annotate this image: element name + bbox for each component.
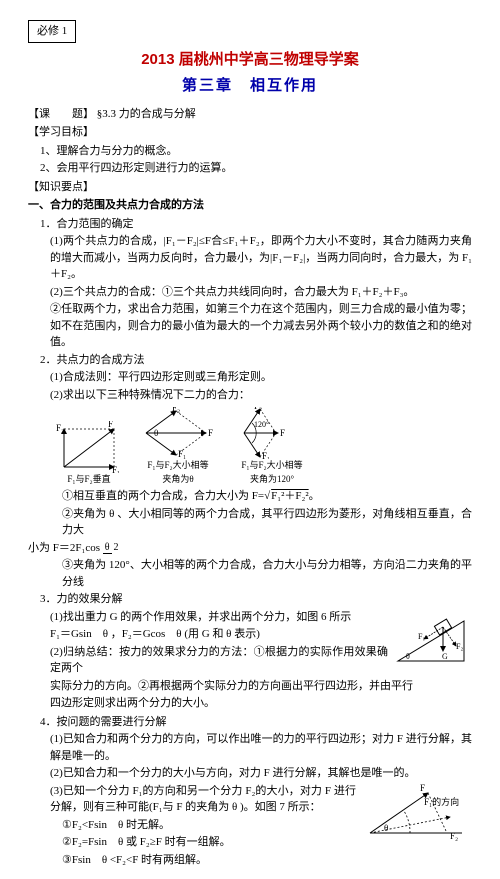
diag-f1dir: F₁的方向 <box>424 796 459 807</box>
incline-diagram: θ F₁ F₂ G <box>394 609 472 669</box>
p2-3b: F₁²＋F₂² <box>270 490 309 502</box>
lesson-row: 【课 题】 §3.3 力的合成与分解 <box>28 106 472 123</box>
p4-6: ③Fsin θ <F₂<F 时有两组解。 <box>28 852 472 869</box>
header-box: 必修 1 <box>28 20 76 43</box>
svg-text:F: F <box>208 428 213 438</box>
p4-2: (2)已知合力和一个分力的大小与方向，对力 F 进行分解，其解也是唯一的。 <box>28 765 472 782</box>
diag-f: F <box>420 783 425 793</box>
diag-theta: θ <box>384 823 388 833</box>
knowledge-label: 【知识要点】 <box>28 179 472 196</box>
svg-text:F₂: F₂ <box>254 407 262 411</box>
goal-2: 2、会用平行四边形定则进行力的运算。 <box>28 160 472 177</box>
svg-text:F₁: F₁ <box>262 451 270 459</box>
p4-1: (1)已知合力和两个分力的方向，可以作出唯一的力的平行四边形；对力 F 进行分解… <box>28 731 472 764</box>
h1-3: 3．力的效果分解 <box>28 591 472 608</box>
p2-3: ①相互垂直的两个力合成，合力大小为 F=√F₁²＋F₂²。 <box>28 488 472 505</box>
diagram-3: 120° F₂ F F₁ F₁与F₂大小相等 夹角为120° <box>234 407 310 486</box>
p1-1: (1)两个共点力的合成，|F₁－F₂|≤F合≤F₁＋F₂，即两个力大小不变时，其… <box>28 233 472 283</box>
title-red: 2013 届桃州中学高三物理导学案 <box>28 49 472 72</box>
h1: 一、合力的范围及共点力合成的方法 <box>28 197 472 214</box>
subtitle-blue: 第三章 相互作用 <box>28 75 472 98</box>
lesson-label: 【课 题】 <box>28 108 94 120</box>
diag-f2: F₂ <box>450 831 458 841</box>
svg-text:F₂: F₂ <box>456 642 463 651</box>
svg-text:F₁: F₁ <box>178 449 186 459</box>
diagram-2: F₂ θ F F₁ F₁与F₂大小相等 夹角为θ <box>140 407 216 486</box>
svg-text:θ: θ <box>154 428 158 438</box>
diag3-caption2: 夹角为120° <box>234 473 310 487</box>
svg-text:F: F <box>108 421 113 429</box>
diag3-caption1: F₁与F₂大小相等 <box>234 459 310 473</box>
p2-3a: ①相互垂直的两个力合成，合力大小为 F= <box>62 490 264 502</box>
p1-3: ②任取两个力，求出合力范围，如第三个力在这个范围内，则三力合成的最小值为零；如不… <box>28 301 472 351</box>
svg-text:G: G <box>442 652 448 661</box>
p1-2: (2)三个共点力的合成：①三个共点力共线同向时，合力最大为 F₁＋F₂＋F₃。 <box>28 284 472 301</box>
svg-text:F: F <box>280 428 285 438</box>
frac-theta2: θ2 <box>103 543 121 553</box>
p2-2: (2)求出以下三种特殊情况下二力的合力： <box>28 387 472 404</box>
svg-text:120°: 120° <box>254 420 269 429</box>
p3-5: 四边形定则求出两个分力的大小。 <box>28 695 472 712</box>
h1-1: 1．合力范围的确定 <box>28 216 472 233</box>
p2-4: ②夹角为 θ 、大小相同等的两个力合成，其平行四边形为菱形，对角线相互垂直，合力… <box>28 506 472 539</box>
svg-text:F₂: F₂ <box>56 423 64 433</box>
diag2-caption1: F₁与F₂大小相等 <box>140 459 216 473</box>
diag1-caption: F₁与F₂垂直 <box>56 473 122 487</box>
svg-text:F₁: F₁ <box>418 632 425 641</box>
decompose-diagram: F F₁的方向 θ F₂ <box>362 783 472 843</box>
diagrams-row: F₂ F F₁ F₁与F₂垂直 F₂ θ F <box>56 407 472 486</box>
p2-4b-row: 小为 F＝2F₁cos θ2 <box>28 540 472 557</box>
p2-4b: 小为 F＝2F₁cos <box>28 542 100 554</box>
p2-5: ③夹角为 120°、大小相等的两个力合成，合力大小与分力相等，方向沿二力夹角的平… <box>28 557 472 590</box>
diag2-caption2: 夹角为θ <box>140 473 216 487</box>
h1-4: 4．按问题的需要进行分解 <box>28 714 472 731</box>
svg-text:F₂: F₂ <box>172 407 180 413</box>
goals-label: 【学习目标】 <box>28 124 472 141</box>
svg-text:F₁: F₁ <box>112 465 120 473</box>
svg-text:θ: θ <box>406 652 410 661</box>
diagram-1: F₂ F F₁ F₁与F₂垂直 <box>56 421 122 487</box>
goal-1: 1、理解合力与分力的概念。 <box>28 143 472 160</box>
h1-2: 2．共点力的合成方法 <box>28 352 472 369</box>
p3-4: 实际分力的方向。②再根据两个实际分力的方向画出平行四边形，并由平行 <box>28 678 472 695</box>
p2-1: (1)合成法则：平行四边形定则或三角形定则。 <box>28 369 472 386</box>
lesson-text: §3.3 力的合成与分解 <box>97 108 196 120</box>
